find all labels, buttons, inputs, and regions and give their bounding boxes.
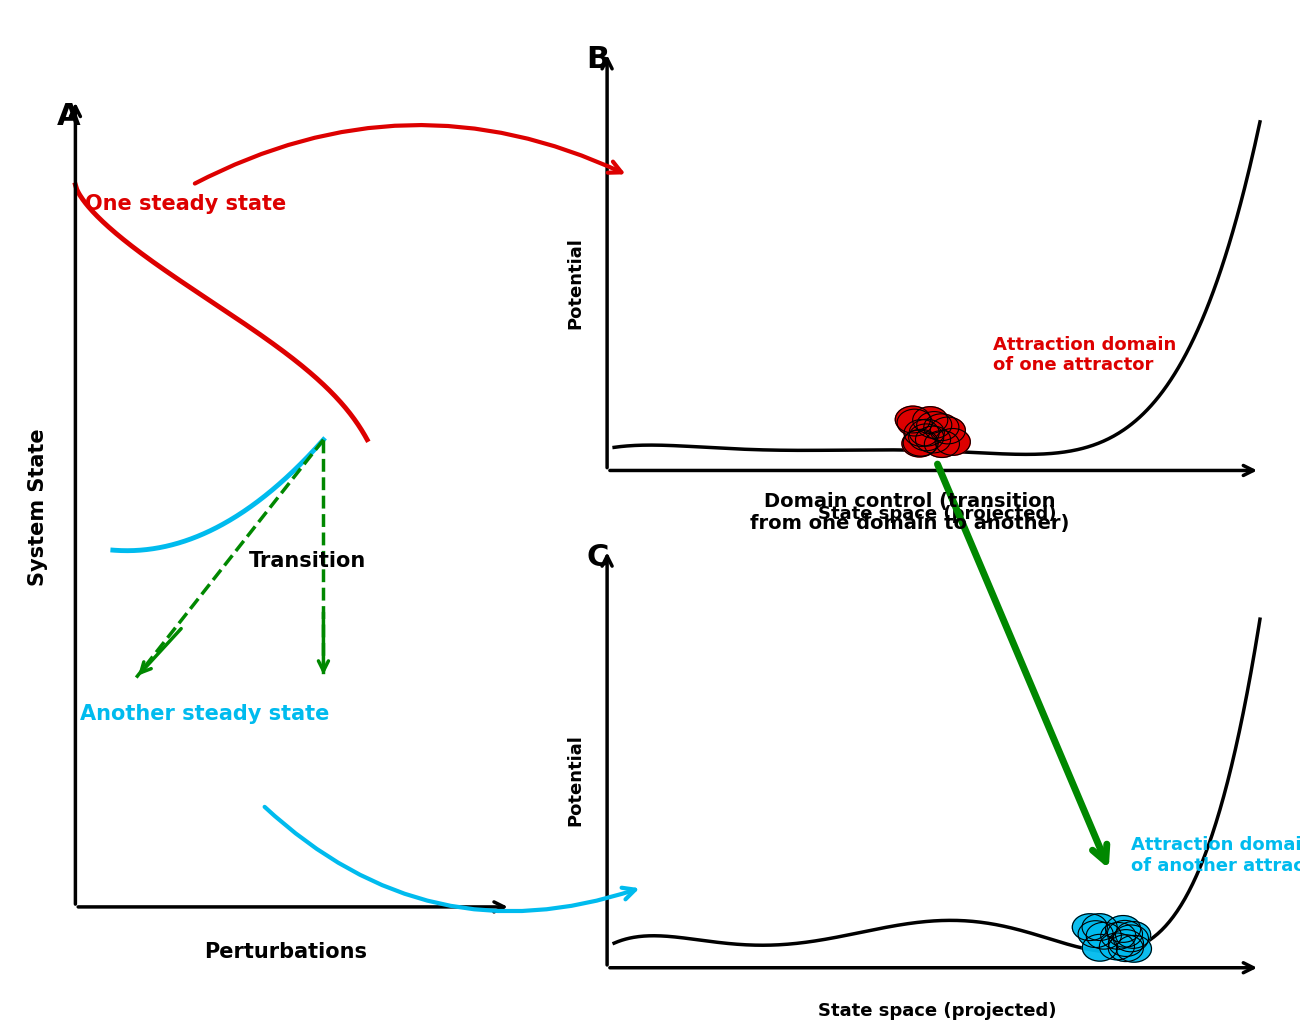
Circle shape	[915, 426, 950, 453]
Circle shape	[1100, 933, 1135, 959]
Circle shape	[1115, 921, 1151, 948]
Text: Domain control (transition
from one domain to another): Domain control (transition from one doma…	[750, 492, 1070, 534]
Text: Perturbations: Perturbations	[204, 942, 368, 961]
Circle shape	[1109, 929, 1144, 956]
Text: Another steady state: Another steady state	[81, 704, 329, 724]
Circle shape	[913, 407, 948, 433]
Text: A: A	[57, 103, 81, 132]
Circle shape	[924, 431, 959, 458]
Text: One steady state: One steady state	[84, 195, 286, 214]
Circle shape	[1109, 934, 1144, 961]
Circle shape	[935, 429, 970, 455]
Text: Potential: Potential	[567, 735, 585, 826]
Circle shape	[931, 418, 966, 443]
Circle shape	[903, 429, 939, 456]
Circle shape	[909, 420, 944, 447]
Circle shape	[1087, 922, 1122, 949]
Circle shape	[1117, 936, 1152, 962]
Text: Attraction domain
of another attractor: Attraction domain of another attractor	[1131, 836, 1300, 875]
Text: System State: System State	[29, 429, 48, 586]
Circle shape	[1105, 916, 1140, 943]
Circle shape	[909, 424, 944, 451]
Text: Transition: Transition	[248, 551, 365, 571]
Circle shape	[1083, 934, 1118, 961]
Text: State space (projected): State space (projected)	[818, 505, 1057, 523]
Text: Potential: Potential	[567, 237, 585, 328]
Text: State space (projected): State space (projected)	[818, 1002, 1057, 1020]
Circle shape	[1078, 921, 1113, 948]
Circle shape	[902, 430, 937, 457]
Text: B: B	[586, 46, 610, 75]
Circle shape	[897, 409, 932, 436]
Circle shape	[1101, 922, 1136, 949]
Circle shape	[1072, 914, 1108, 941]
Circle shape	[896, 406, 931, 433]
Circle shape	[1082, 914, 1117, 941]
Text: Attraction domain
of one attractor: Attraction domain of one attractor	[993, 336, 1175, 374]
Circle shape	[1108, 920, 1143, 947]
Circle shape	[924, 413, 959, 440]
Circle shape	[916, 411, 952, 438]
Circle shape	[1113, 925, 1148, 952]
Text: C: C	[586, 543, 608, 572]
Circle shape	[903, 420, 939, 447]
